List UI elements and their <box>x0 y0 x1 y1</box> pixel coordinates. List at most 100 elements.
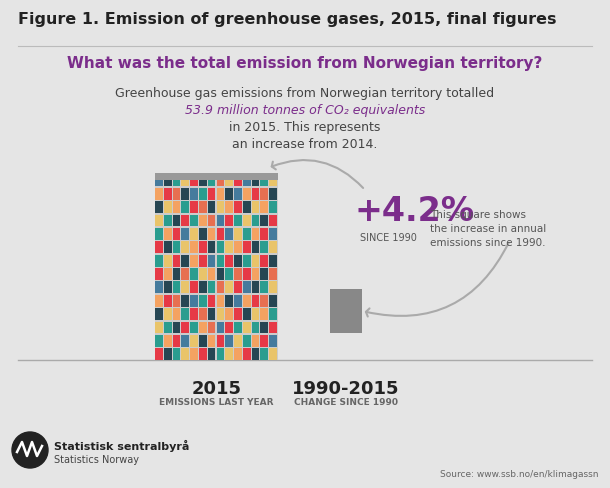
Bar <box>173 348 181 360</box>
Bar <box>199 268 207 280</box>
Bar <box>173 175 181 186</box>
Bar <box>164 295 171 306</box>
Bar <box>217 308 224 320</box>
Bar <box>190 322 198 333</box>
Bar <box>208 322 215 333</box>
Bar <box>243 202 251 213</box>
Bar <box>269 255 277 266</box>
Bar <box>269 335 277 346</box>
Bar <box>155 322 163 333</box>
Bar <box>164 202 171 213</box>
Bar <box>234 348 242 360</box>
Bar <box>155 175 163 186</box>
Bar <box>181 295 189 306</box>
Bar <box>234 215 242 226</box>
Bar <box>155 255 163 266</box>
Bar <box>269 242 277 253</box>
Bar <box>217 335 224 346</box>
Bar <box>225 335 233 346</box>
Bar <box>208 255 215 266</box>
Bar <box>173 322 181 333</box>
Bar <box>173 308 181 320</box>
Bar <box>217 348 224 360</box>
Bar <box>260 242 268 253</box>
Bar <box>243 175 251 186</box>
Bar <box>155 268 163 280</box>
Bar <box>181 335 189 346</box>
Bar <box>199 202 207 213</box>
Bar <box>199 308 207 320</box>
Bar <box>252 242 259 253</box>
Text: Statistics Norway: Statistics Norway <box>54 455 139 465</box>
Bar <box>252 335 259 346</box>
Bar <box>260 175 268 186</box>
Text: +4.2%: +4.2% <box>355 195 475 228</box>
Bar <box>260 308 268 320</box>
Bar <box>155 173 278 360</box>
Text: Greenhouse gas emissions from Norwegian territory totalled: Greenhouse gas emissions from Norwegian … <box>115 87 495 100</box>
Bar <box>252 268 259 280</box>
Bar <box>155 228 163 240</box>
Text: Source: www.ssb.no/en/klimagassn: Source: www.ssb.no/en/klimagassn <box>439 470 598 479</box>
Text: 1990-2015: 1990-2015 <box>292 380 400 398</box>
Bar <box>234 268 242 280</box>
Bar <box>252 175 259 186</box>
Bar <box>243 215 251 226</box>
Bar <box>208 348 215 360</box>
Bar <box>164 188 171 200</box>
Bar <box>252 282 259 293</box>
Bar <box>234 175 242 186</box>
Bar <box>173 335 181 346</box>
Bar <box>269 215 277 226</box>
Bar <box>208 202 215 213</box>
Bar <box>217 242 224 253</box>
Bar <box>252 188 259 200</box>
Bar <box>199 215 207 226</box>
Bar <box>243 188 251 200</box>
Bar <box>199 228 207 240</box>
Bar <box>225 202 233 213</box>
Bar <box>243 282 251 293</box>
Bar <box>225 188 233 200</box>
Bar <box>234 322 242 333</box>
Bar <box>269 295 277 306</box>
Bar <box>330 289 362 333</box>
Bar <box>190 188 198 200</box>
Bar <box>260 202 268 213</box>
Bar <box>208 308 215 320</box>
Bar <box>234 202 242 213</box>
Bar <box>181 175 189 186</box>
Bar <box>243 335 251 346</box>
Bar <box>155 308 163 320</box>
Bar <box>190 242 198 253</box>
Bar <box>260 268 268 280</box>
Bar <box>164 282 171 293</box>
Bar <box>225 282 233 293</box>
Bar <box>164 268 171 280</box>
Bar <box>181 242 189 253</box>
Bar <box>243 242 251 253</box>
Text: CHANGE SINCE 1990: CHANGE SINCE 1990 <box>294 398 398 407</box>
Bar <box>199 242 207 253</box>
Bar <box>208 268 215 280</box>
Bar <box>164 322 171 333</box>
Bar <box>217 215 224 226</box>
Bar <box>225 268 233 280</box>
Bar <box>260 335 268 346</box>
Bar <box>190 175 198 186</box>
Text: What was the total emission from Norwegian territory?: What was the total emission from Norwegi… <box>67 56 543 71</box>
Bar <box>164 175 171 186</box>
Bar <box>243 255 251 266</box>
Bar <box>173 282 181 293</box>
Bar <box>217 228 224 240</box>
Bar <box>225 255 233 266</box>
Bar <box>173 188 181 200</box>
Bar <box>181 322 189 333</box>
Bar <box>225 228 233 240</box>
Bar <box>217 202 224 213</box>
Bar <box>269 175 277 186</box>
Bar <box>181 255 189 266</box>
Bar <box>260 228 268 240</box>
Bar <box>252 228 259 240</box>
Bar <box>269 308 277 320</box>
